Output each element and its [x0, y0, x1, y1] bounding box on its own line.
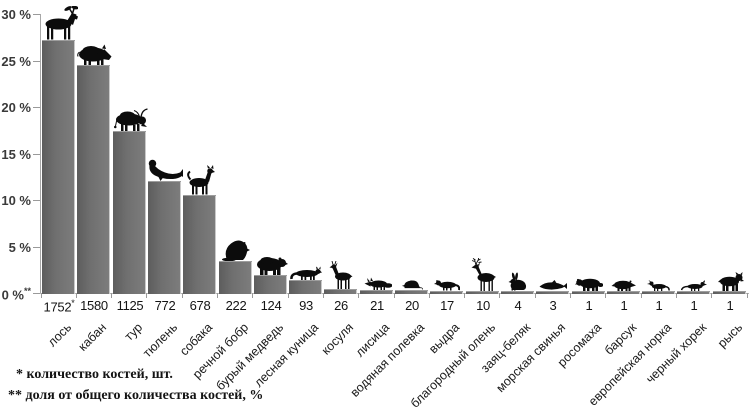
bar	[713, 291, 746, 294]
bar-value: 1	[726, 298, 734, 313]
bar-value: 1	[655, 298, 663, 313]
fox-icon	[362, 276, 392, 290]
y-axis-tick-label: 5 %	[8, 239, 31, 255]
bar-value: 21	[370, 298, 384, 313]
lynx-icon	[716, 272, 744, 291]
bar	[183, 195, 216, 294]
x-axis-tick-mark	[146, 293, 147, 298]
bar	[113, 131, 146, 294]
y-axis-tick-label: 25 %	[1, 53, 31, 69]
bar	[572, 291, 605, 294]
y-axis-tick-label: 30 %	[1, 7, 31, 22]
bar-value: 10	[476, 298, 490, 313]
seal-icon	[147, 159, 183, 181]
porpoise-icon	[539, 280, 567, 291]
bar	[677, 291, 710, 294]
bar	[430, 291, 463, 294]
moose-icon	[40, 6, 78, 40]
y-axis-tick-label: 15 %	[1, 146, 31, 162]
x-axis-tick-mark	[76, 293, 77, 298]
bar-value: 93	[299, 298, 313, 313]
bar-value: 26	[334, 298, 348, 313]
x-axis-tick-mark	[41, 293, 42, 298]
x-axis-tick-mark	[747, 293, 748, 298]
bar-value: 17	[440, 298, 454, 313]
bar-value: 3	[549, 298, 557, 313]
aurochs-icon	[112, 104, 148, 131]
bar	[360, 290, 393, 294]
bar-value: 1752*	[43, 298, 75, 315]
vole-icon	[401, 278, 423, 290]
bar	[77, 65, 110, 294]
mink-icon	[647, 280, 671, 291]
bar	[254, 275, 287, 294]
bar	[219, 261, 252, 294]
red-deer-icon	[468, 258, 498, 291]
x-axis-tick-mark	[217, 293, 218, 298]
badger-icon	[611, 278, 637, 291]
bar	[289, 280, 322, 294]
bar-value: 678	[189, 298, 211, 313]
y-axis-tick-mark	[33, 293, 40, 294]
x-axis-tick-mark	[641, 293, 642, 298]
bar	[536, 291, 569, 294]
x-axis-tick-mark	[464, 293, 465, 298]
x-axis-tick-mark	[499, 293, 500, 298]
x-axis-tick-mark	[711, 293, 712, 298]
dog-icon	[184, 165, 215, 195]
bar-value: 222	[225, 298, 247, 313]
bar-value: 20	[405, 298, 419, 313]
y-axis-tick-label: 0 %**	[1, 286, 31, 303]
bar	[395, 290, 428, 294]
bar	[466, 291, 499, 294]
x-axis-tick-mark	[288, 293, 289, 298]
x-axis-tick-mark	[605, 293, 606, 298]
bar-value: 1	[690, 298, 698, 313]
hare-icon	[508, 272, 528, 291]
y-axis-tick-mark	[33, 60, 40, 62]
bar-value: 1	[585, 298, 593, 313]
wolverine-icon	[575, 276, 603, 291]
x-axis-tick-mark	[111, 293, 112, 298]
bar	[642, 291, 675, 294]
beaver-icon	[221, 237, 251, 261]
y-axis-tick-mark	[33, 153, 40, 155]
bar	[501, 291, 534, 294]
boar-icon	[76, 41, 112, 65]
footnote-bone-share: ** доля от общего количества костей, %	[8, 388, 264, 403]
x-axis-tick-mark	[676, 293, 677, 298]
x-axis-tick-mark	[358, 293, 359, 298]
bar	[148, 181, 181, 294]
y-axis-tick-mark	[33, 246, 40, 248]
footnote-bone-count: * количество костей, шт.	[16, 367, 173, 382]
otter-icon	[434, 278, 460, 291]
bar	[324, 289, 357, 294]
bar-value: 1580	[80, 298, 108, 313]
marten-icon	[290, 266, 322, 280]
bar	[607, 291, 640, 294]
x-axis-tick-mark	[182, 293, 183, 298]
bar-value: 124	[260, 298, 282, 313]
x-axis-tick-mark	[252, 293, 253, 298]
bar-value: 4	[514, 298, 522, 313]
x-axis-tick-mark	[394, 293, 395, 298]
bar-value: 772	[154, 298, 176, 313]
y-axis-tick-label: 20 %	[1, 100, 31, 115]
polecat-icon	[681, 280, 707, 291]
bar-value: 1	[620, 298, 628, 313]
x-axis-tick-mark	[429, 293, 430, 298]
y-axis-tick-mark	[33, 14, 40, 15]
bear-icon	[254, 253, 288, 275]
bar-value: 1125	[116, 298, 144, 313]
roe-deer-icon	[328, 261, 354, 289]
y-axis-line	[40, 14, 41, 293]
x-axis-tick-mark	[323, 293, 324, 298]
bar	[42, 40, 75, 294]
x-axis-tick-mark	[570, 293, 571, 298]
x-axis-tick-mark	[535, 293, 536, 298]
y-axis-tick-mark	[33, 200, 40, 201]
y-axis-tick-mark	[33, 107, 40, 108]
y-axis-tick-label: 10 %	[1, 193, 31, 208]
